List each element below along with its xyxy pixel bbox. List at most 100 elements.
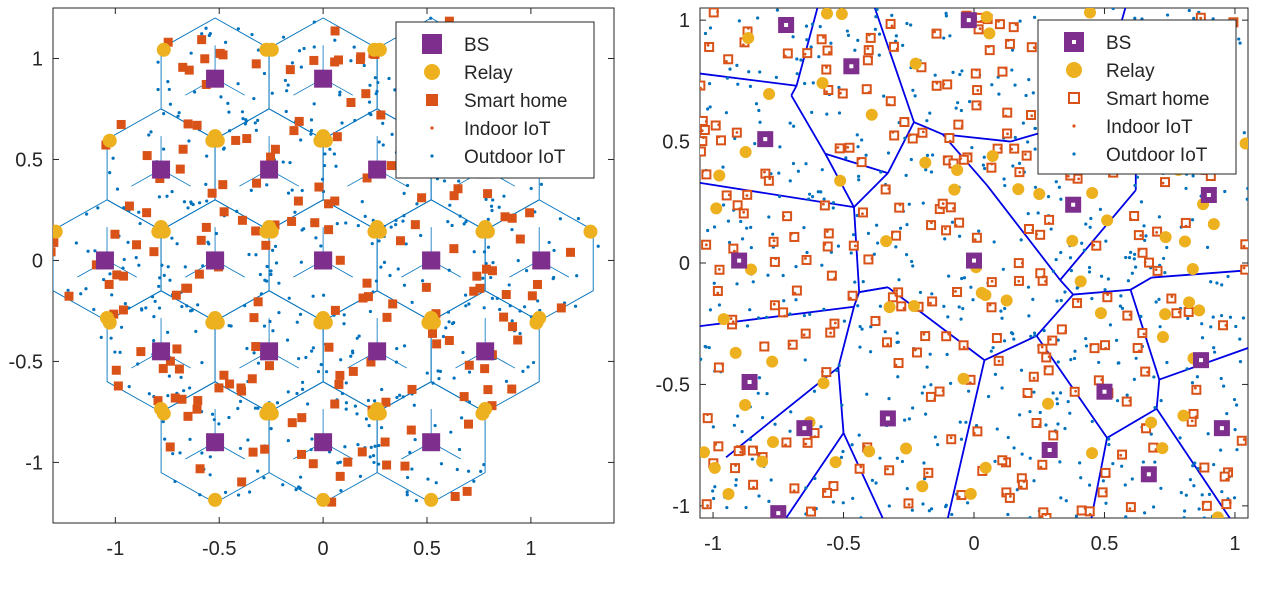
indoor-iot-point	[846, 145, 850, 149]
outdoor-iot-point	[415, 202, 419, 206]
outdoor-iot-point	[1159, 398, 1163, 403]
outdoor-iot-point	[360, 200, 364, 204]
relay-marker	[1156, 330, 1169, 343]
smart-home-marker	[237, 386, 247, 396]
outdoor-iot-point	[441, 334, 446, 339]
outdoor-iot-point	[1028, 410, 1032, 414]
indoor-iot-point	[119, 120, 123, 123]
indoor-iot-point	[768, 177, 772, 180]
legend-label: BS	[464, 35, 489, 56]
outdoor-iot-point	[1019, 368, 1024, 372]
outdoor-iot-point	[194, 329, 198, 334]
bs-marker-center	[1047, 448, 1052, 452]
indoor-iot-point	[1106, 293, 1109, 297]
outdoor-iot-point	[1098, 207, 1103, 211]
relay-marker	[1145, 416, 1158, 429]
outdoor-iot-point	[1211, 315, 1215, 319]
outdoor-iot-point	[387, 76, 391, 81]
smart-home-marker	[747, 445, 758, 456]
outdoor-iot-point	[247, 490, 252, 494]
smart-home-marker	[865, 32, 876, 43]
smart-home-marker	[1129, 211, 1140, 222]
outdoor-iot-point	[874, 15, 878, 19]
outdoor-iot-point	[1084, 344, 1089, 348]
outdoor-iot-point	[841, 449, 845, 454]
indoor-iot-point	[1044, 513, 1048, 517]
smart-home-marker	[324, 342, 334, 352]
relay-marker	[980, 11, 993, 24]
indoor-iot-point	[410, 226, 414, 230]
indoor-iot-point	[350, 369, 354, 373]
voronoi-edge	[842, 432, 884, 518]
indoor-iot-point	[1225, 477, 1229, 481]
outdoor-iot-point	[1103, 288, 1107, 292]
outdoor-iot-point	[1012, 446, 1016, 450]
smart-home-marker	[1089, 343, 1100, 354]
indoor-iot-point	[224, 55, 228, 59]
smart-home-marker	[1160, 177, 1171, 188]
indoor-iot-point	[499, 315, 503, 319]
smart-home-marker	[132, 240, 142, 250]
legend-marker-relay	[424, 64, 440, 80]
y-tick-label: -0.5	[656, 374, 690, 396]
indoor-iot-point	[119, 385, 122, 388]
indoor-iot-point	[853, 244, 857, 248]
indoor-iot-point	[243, 139, 247, 143]
indoor-iot-point	[199, 275, 203, 279]
outdoor-iot-point	[1024, 93, 1028, 98]
smart-home-marker	[104, 279, 114, 289]
smart-home-marker	[952, 286, 963, 297]
outdoor-iot-point	[816, 190, 820, 194]
indoor-iot-point	[746, 26, 750, 30]
outdoor-iot-point	[1133, 252, 1137, 256]
indoor-iot-point	[256, 302, 259, 306]
smart-home-marker	[730, 463, 741, 474]
outdoor-iot-point	[989, 349, 993, 353]
outdoor-iot-point	[1139, 200, 1144, 204]
outdoor-iot-point	[831, 206, 835, 210]
indoor-iot-point	[1142, 423, 1146, 427]
outdoor-iot-point	[840, 403, 844, 407]
outdoor-iot-point	[995, 427, 999, 431]
relay-marker	[829, 456, 842, 469]
outdoor-iot-point	[364, 417, 368, 421]
outdoor-iot-point	[950, 512, 954, 517]
outdoor-iot-point	[1234, 403, 1239, 407]
bs-marker	[260, 160, 279, 179]
x-tick-label: 1	[1229, 533, 1240, 555]
relay-marker	[700, 446, 710, 459]
indoor-iot-point	[254, 344, 258, 348]
y-tick-label: -1	[672, 496, 690, 518]
outdoor-iot-point	[1055, 299, 1059, 303]
outdoor-iot-point	[929, 170, 934, 174]
legend-marker-outdoor-iot	[430, 154, 434, 158]
outdoor-iot-point	[1241, 316, 1246, 320]
outdoor-iot-point	[855, 133, 859, 137]
indoor-iot-point	[382, 399, 385, 403]
outdoor-iot-point	[925, 153, 930, 158]
legend-marker-relay	[1066, 62, 1082, 78]
indoor-iot-point	[859, 465, 863, 469]
indoor-iot-point	[331, 308, 334, 312]
legend-label: Outdoor IoT	[1106, 145, 1208, 166]
outdoor-iot-point	[804, 486, 808, 490]
indoor-iot-point	[447, 341, 450, 345]
indoor-iot-point	[334, 201, 337, 205]
relay-marker	[717, 313, 730, 326]
outdoor-iot-point	[420, 279, 425, 283]
indoor-iot-point	[215, 49, 219, 53]
indoor-iot-point	[123, 273, 127, 277]
outdoor-iot-point	[951, 70, 955, 74]
indoor-iot-point	[742, 210, 746, 214]
outdoor-iot-point	[1234, 324, 1238, 329]
indoor-iot-point	[1077, 177, 1081, 181]
outdoor-iot-point	[1032, 390, 1036, 394]
outdoor-iot-point	[217, 422, 221, 426]
legend-label: Indoor IoT	[464, 119, 551, 140]
indoor-iot-point	[216, 388, 220, 392]
smart-home-marker	[1201, 500, 1212, 511]
indoor-iot-point	[53, 242, 54, 246]
outdoor-iot-point	[767, 215, 771, 219]
relay-marker	[909, 57, 922, 70]
outdoor-iot-point	[175, 242, 179, 246]
